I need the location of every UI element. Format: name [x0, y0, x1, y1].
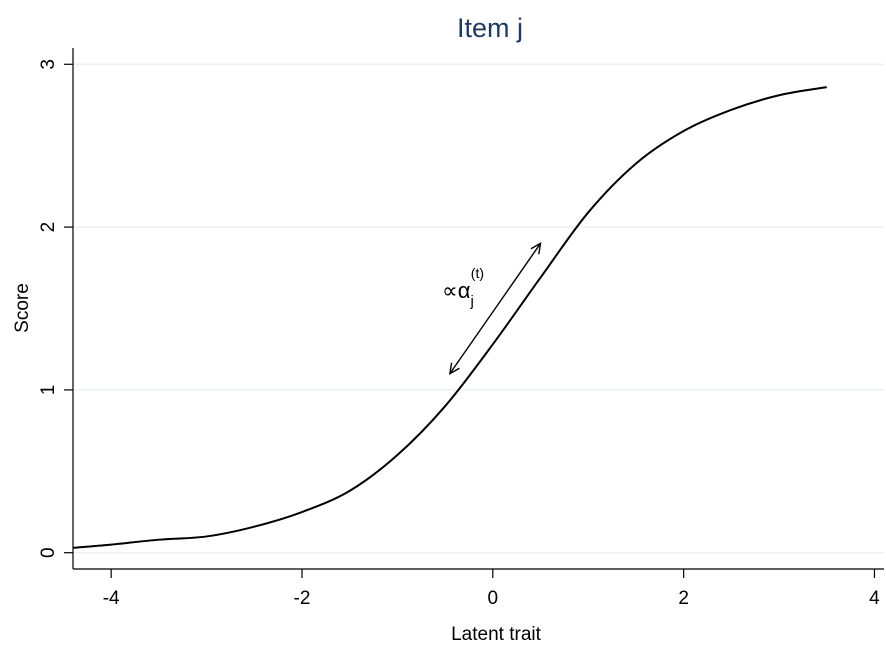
- annotation-subscript: j: [469, 293, 473, 310]
- x-ticks: -4 -2 0 2 4: [103, 569, 880, 609]
- x-axis-label: Latent trait: [451, 624, 541, 645]
- y-tick-label: 1: [38, 385, 59, 396]
- y-tick-label: 0: [38, 547, 59, 558]
- x-tick-label: -4: [103, 588, 120, 609]
- annotation-superscript: (t): [471, 265, 484, 281]
- gridlines: [73, 63, 884, 554]
- chart-title: Item j: [457, 13, 523, 43]
- arrow-head-upper: [530, 242, 542, 255]
- series-line: [72, 86, 827, 549]
- x-tick-label: -2: [294, 588, 311, 609]
- slope-annotation: ∝αj (t): [442, 242, 542, 375]
- axes: [72, 48, 884, 570]
- x-tick-label: 0: [488, 588, 499, 609]
- y-axis-label: Score: [12, 283, 33, 333]
- annotation-label: ∝αj (t): [442, 265, 484, 310]
- x-tick-label: 4: [869, 588, 880, 609]
- y-tick-label: 3: [38, 59, 59, 70]
- arrow-head-lower: [448, 362, 460, 375]
- y-tick-label: 2: [38, 222, 59, 233]
- annotation-main: ∝α: [442, 278, 471, 303]
- y-ticks: 0 1 2 3: [38, 59, 73, 558]
- double-arrow: [449, 242, 542, 375]
- x-tick-label: 2: [678, 588, 689, 609]
